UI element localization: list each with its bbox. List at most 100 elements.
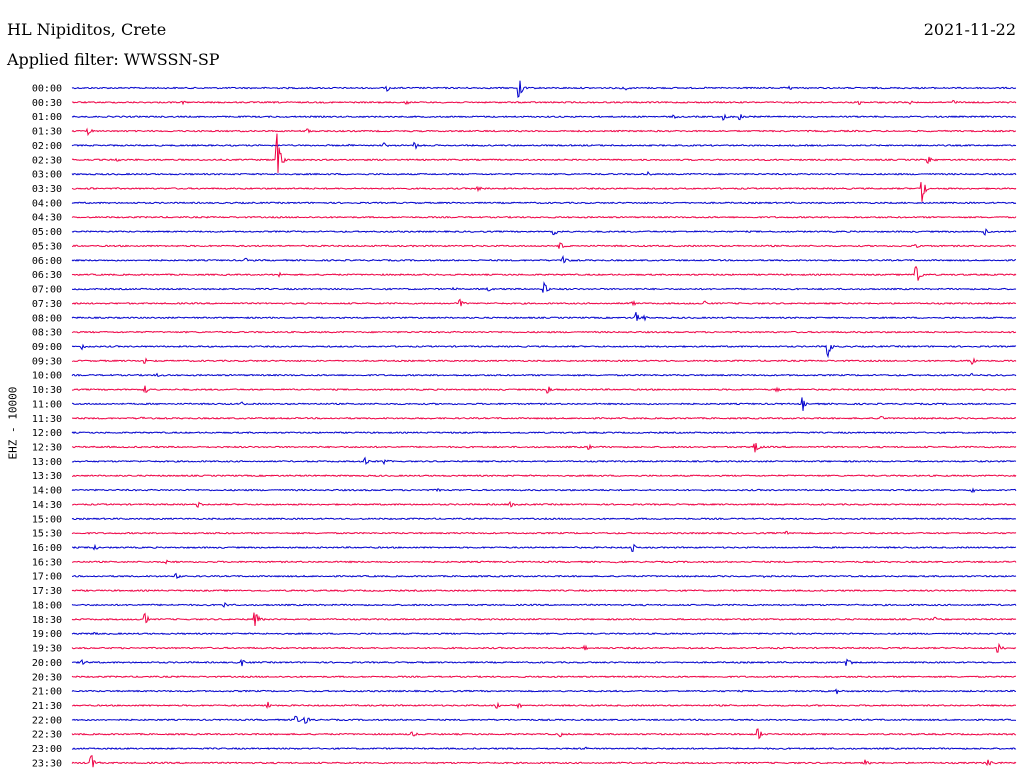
row-time-label: 19:00 — [32, 629, 62, 640]
row-time-label: 23:00 — [32, 744, 62, 755]
trace-row — [71, 631, 1017, 636]
row-time-label: 18:00 — [32, 600, 62, 611]
trace-row — [71, 543, 1017, 552]
row-time-label: 10:30 — [32, 385, 62, 396]
trace-row — [71, 254, 1017, 264]
trace-row — [71, 330, 1017, 334]
trace-row — [71, 602, 1017, 608]
station-title: HL Nipiditos, Crete — [7, 20, 167, 39]
trace-row — [71, 228, 1017, 236]
trace-row — [71, 715, 1017, 724]
trace-row — [71, 281, 1017, 293]
trace-row — [71, 80, 1017, 98]
row-time-label: 04:30 — [32, 213, 62, 224]
trace-row — [71, 612, 1017, 627]
trace-row — [71, 265, 1017, 281]
row-time-label: 03:00 — [32, 170, 62, 181]
trace-row — [71, 343, 1017, 359]
row-time-label: 06:00 — [32, 256, 62, 267]
row-time-label: 18:30 — [32, 615, 62, 626]
trace-row — [71, 658, 1017, 667]
row-time-label: 01:00 — [32, 112, 62, 123]
row-time-label: 22:00 — [32, 715, 62, 726]
row-time-label: 08:30 — [32, 328, 62, 339]
trace-row — [71, 357, 1017, 366]
row-time-label: 00:30 — [32, 98, 62, 109]
trace-row — [71, 559, 1017, 565]
trace-row — [72, 500, 1017, 508]
row-time-label: 03:30 — [32, 184, 62, 195]
row-time-label: 20:00 — [32, 658, 62, 669]
trace-row — [71, 443, 1017, 453]
row-time-label: 06:30 — [32, 270, 62, 281]
trace-row — [71, 746, 1017, 750]
row-time-label: 13:00 — [32, 457, 62, 468]
trace-row — [71, 113, 1017, 121]
row-time-label: 02:30 — [32, 155, 62, 166]
row-time-label: 01:30 — [32, 127, 62, 138]
trace-row — [71, 133, 1017, 173]
row-time-label: 04:00 — [32, 198, 62, 209]
row-time-label: 05:30 — [32, 241, 62, 252]
trace-row — [71, 372, 1017, 377]
row-time-label: 20:30 — [32, 672, 62, 683]
row-time-label: 23:30 — [32, 758, 62, 769]
trace-row — [71, 530, 1017, 535]
trace-row — [71, 215, 1017, 219]
row-time-label: 21:00 — [32, 687, 62, 698]
trace-row — [71, 728, 1017, 740]
row-time-label: 21:30 — [32, 701, 62, 712]
filter-label: Applied filter: WWSSN-SP — [7, 50, 220, 69]
row-time-label: 22:30 — [32, 730, 62, 741]
trace-row — [71, 474, 1017, 478]
row-time-label: 14:30 — [32, 500, 62, 511]
row-time-label: 16:00 — [32, 543, 62, 554]
row-time-label: 13:30 — [32, 471, 62, 482]
trace-row — [71, 127, 1016, 137]
trace-row — [71, 415, 1017, 420]
row-time-label: 00:00 — [32, 84, 62, 95]
row-time-label: 17:30 — [32, 586, 62, 597]
row-time-label: 11:00 — [32, 399, 62, 410]
trace-row — [72, 572, 1017, 580]
row-time-label: 17:00 — [32, 572, 62, 583]
trace-row — [71, 182, 1017, 202]
trace-row — [71, 141, 1017, 150]
row-time-label: 07:30 — [32, 299, 62, 310]
trace-row — [71, 517, 1016, 521]
trace-row — [71, 487, 1017, 494]
row-time-label: 12:00 — [32, 428, 62, 439]
trace-row — [71, 397, 1017, 411]
row-time-label: 15:00 — [32, 514, 62, 525]
row-time-label: 08:00 — [32, 313, 62, 324]
trace-row — [71, 675, 1017, 679]
trace-row — [71, 589, 1017, 593]
row-time-label: 07:00 — [32, 285, 62, 296]
date-label: 2021-11-22 — [923, 20, 1016, 39]
trace-row — [71, 754, 1017, 768]
row-time-label: 11:30 — [32, 414, 62, 425]
row-time-label: 12:30 — [32, 443, 62, 454]
trace-row — [71, 688, 1016, 695]
row-time-label: 10:00 — [32, 371, 62, 382]
trace-row — [71, 170, 1017, 176]
row-time-label: 15:30 — [32, 529, 62, 540]
row-time-label: 14:00 — [32, 486, 62, 497]
row-time-label: 05:00 — [32, 227, 62, 238]
trace-row — [72, 242, 1017, 249]
trace-row — [71, 642, 1017, 653]
trace-row — [71, 99, 1017, 106]
row-time-label: 02:00 — [32, 141, 62, 152]
trace-row — [71, 456, 1017, 466]
trace-row — [71, 431, 1017, 435]
trace-row — [71, 298, 1017, 307]
trace-row — [71, 312, 1016, 322]
row-time-label: 16:30 — [32, 557, 62, 568]
row-time-label: 09:30 — [32, 356, 62, 367]
row-time-label: 19:30 — [32, 644, 62, 655]
row-time-label: 09:00 — [32, 342, 62, 353]
trace-row — [71, 701, 1016, 710]
trace-row — [71, 201, 1017, 205]
trace-row — [72, 385, 1017, 394]
